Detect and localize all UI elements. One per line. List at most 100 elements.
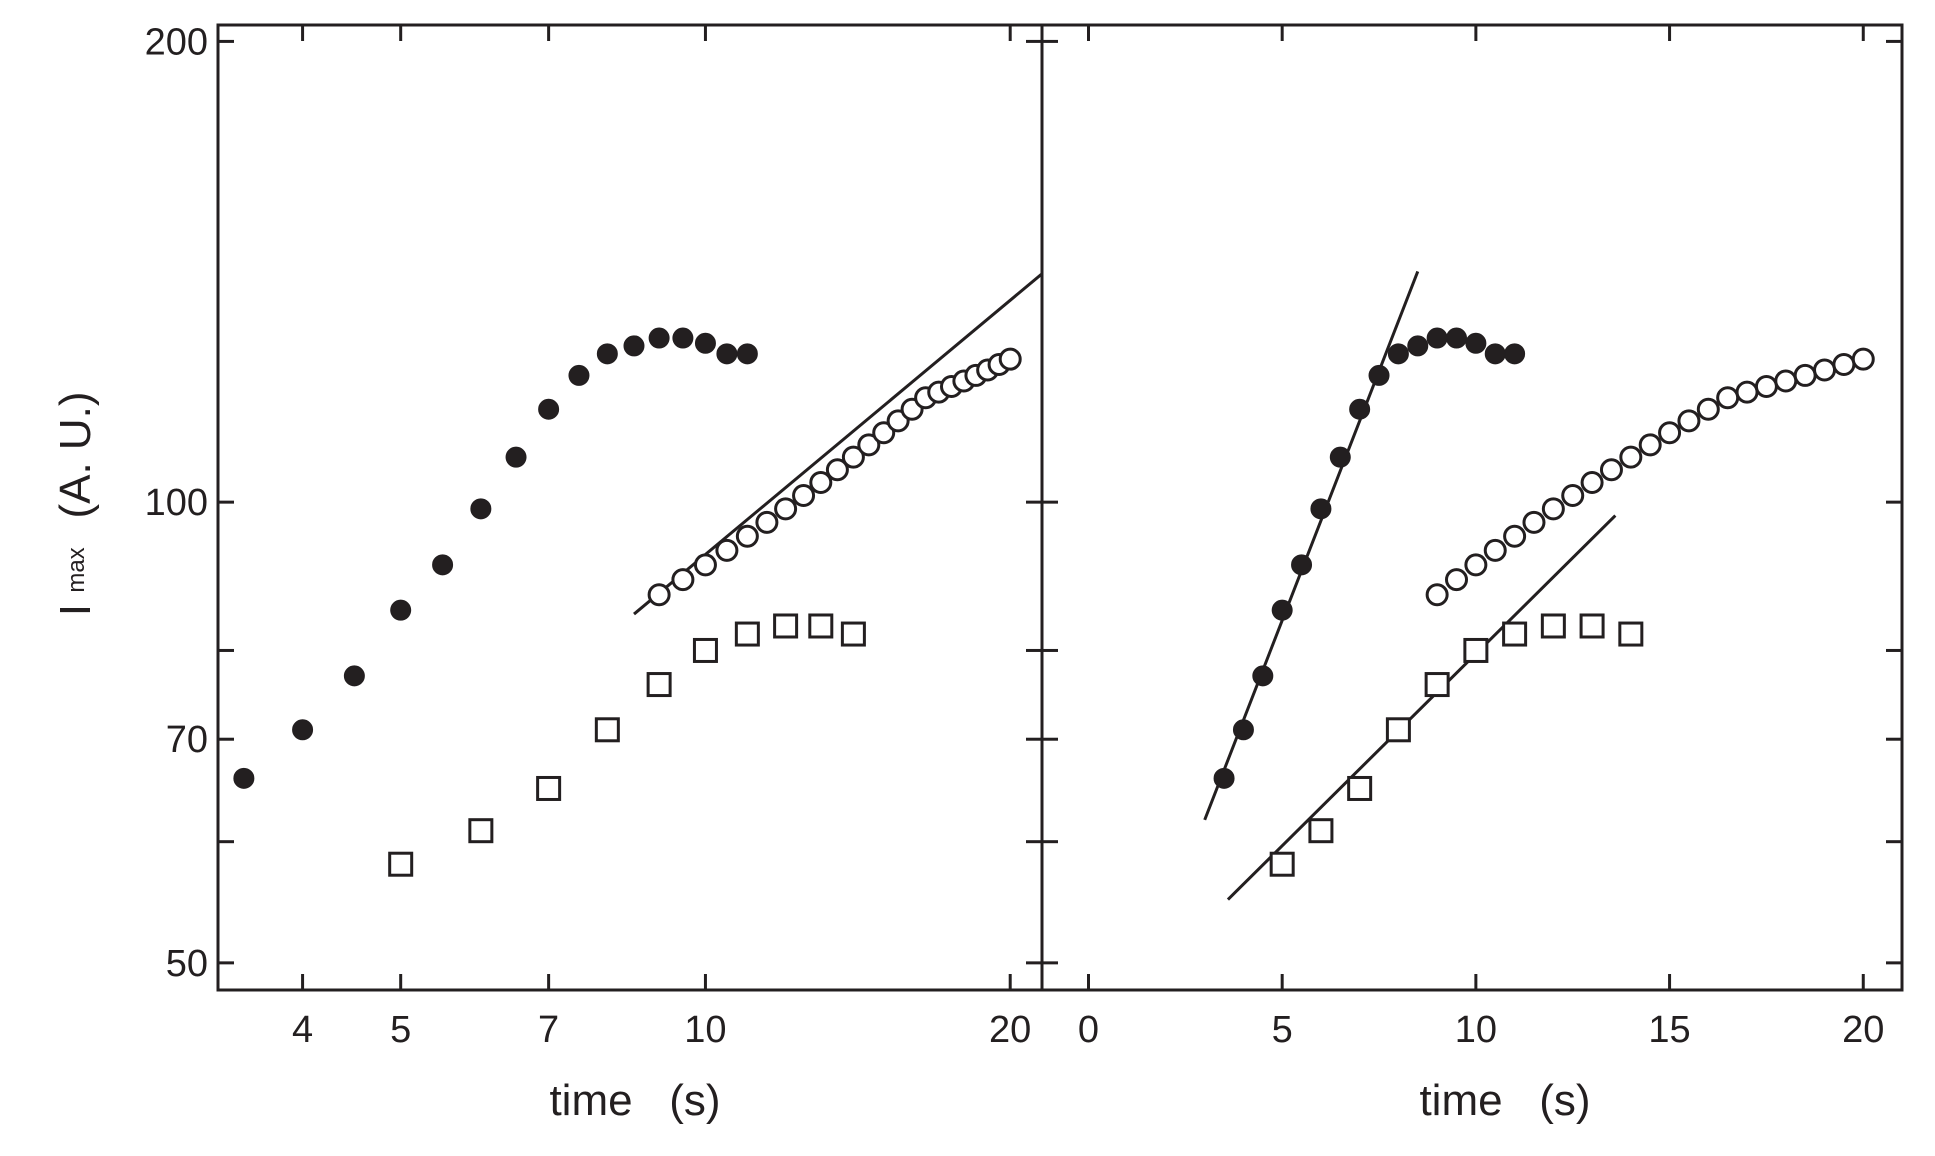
open-square-point [646,672,672,698]
x-tick-label: 7 [538,1009,559,1051]
open-circle-point [1813,358,1837,382]
filled-circle-point [1465,332,1487,354]
open-circle-point [755,510,779,534]
y-axis-label-units: (A. U.) [51,391,100,518]
filled-circle-point [1446,327,1468,349]
open-circle-point [792,484,816,508]
filled-circle-point [292,719,314,741]
open-circle-point [1793,363,1817,387]
filled-circle-point [1426,327,1448,349]
filled-circle-point [1310,498,1332,520]
open-circle-point [1522,510,1546,534]
filled-circle-point [736,343,758,365]
open-square-point [594,717,620,743]
y-tick-label: 100 [145,482,208,524]
open-circle-point [825,458,849,482]
open-circle-point [998,347,1022,371]
open-circle-point [1851,347,1875,371]
open-circle-point [809,470,833,494]
filled-circle-point [1252,665,1274,687]
plot-frame [1040,23,1904,992]
filled-circle-point [694,332,716,354]
open-circle-point [735,524,759,548]
filled-circle-point [1291,554,1313,576]
open-square-point [536,775,562,801]
right-x-axis-label: time (s) [1419,1076,1590,1125]
open-circle-point [1638,433,1662,457]
filled-circle-point [1387,343,1409,365]
open-circle-point [1464,553,1488,577]
y-axis-label-subscript: max [63,547,90,592]
open-square-point [808,613,834,639]
filled-circle-point [538,398,560,420]
left-x-axis-label: time (s) [549,1076,720,1125]
open-circle-point [671,568,695,592]
open-circle-point [1677,409,1701,433]
open-square-point [734,621,760,647]
x-tick-label: 15 [1648,1009,1690,1051]
open-circle-point [1658,421,1682,445]
open-circle-point [693,553,717,577]
exponential-fit-squares-line [1226,514,1617,901]
filled-circle-point [1504,343,1526,365]
open-circle-point [647,583,671,607]
open-square-point [388,851,414,877]
left-panel: 4 5 7 10 20 50 70 100 200 [145,21,1044,1051]
axis-labels: I max (A. U.) time (s) time (s) [51,391,1591,1125]
y-tick-label: 70 [166,719,208,761]
open-square-point [840,621,866,647]
x-tick-label: 5 [390,1009,411,1051]
open-circle-point [857,433,881,457]
open-square-point [1463,637,1489,663]
open-square-point [1540,613,1566,639]
open-circle-point [1619,445,1643,469]
open-square-point [1618,621,1644,647]
open-circle-point [1599,458,1623,482]
filled-circle-point [1271,599,1293,621]
open-square-point [692,637,718,663]
open-circle-point [1483,538,1507,562]
x-tick-label: 20 [1842,1009,1884,1051]
filled-circle-point [1349,398,1371,420]
filled-circle-point [1368,364,1390,386]
filled-circle-point [233,767,255,789]
x-tick-label: 4 [292,1009,313,1051]
filled-circle-point [568,364,590,386]
open-circle-point [1832,353,1856,377]
filled-circle-point [596,343,618,365]
open-circle-point [1580,470,1604,494]
open-square-point [773,613,799,639]
open-circle-point [1425,583,1449,607]
open-circle-point [774,497,798,521]
filled-circle-point [1329,446,1351,468]
open-circle-point [1503,524,1527,548]
filled-circle-point [623,335,645,357]
filled-circle-point [470,498,492,520]
open-circle-point [1541,497,1565,521]
x-tick-label: 5 [1272,1009,1293,1051]
open-circle-point [1445,568,1469,592]
y-tick-label: 50 [166,943,208,985]
open-circle-point [841,445,865,469]
filled-circle-point [390,599,412,621]
filled-circle-point [1484,343,1506,365]
open-circle-point [1754,375,1778,399]
plot-frame [216,23,1044,992]
filled-circle-point [505,446,527,468]
x-tick-label: 0 [1078,1009,1099,1051]
filled-circle-point [648,327,670,349]
open-square-point [1502,621,1528,647]
x-tick-label: 20 [989,1009,1031,1051]
open-circle-point [1561,484,1585,508]
open-circle-point [1735,380,1759,404]
x-tick-label: 10 [1455,1009,1497,1051]
open-square-point [1308,818,1334,844]
filled-circle-point [1407,335,1429,357]
x-tick-label: 10 [684,1009,726,1051]
open-circle-point [872,421,896,445]
filled-circle-point [716,343,738,365]
open-circle-point [715,538,739,562]
open-square-point [1579,613,1605,639]
filled-circle-point [343,665,365,687]
open-square-point [1269,851,1295,877]
